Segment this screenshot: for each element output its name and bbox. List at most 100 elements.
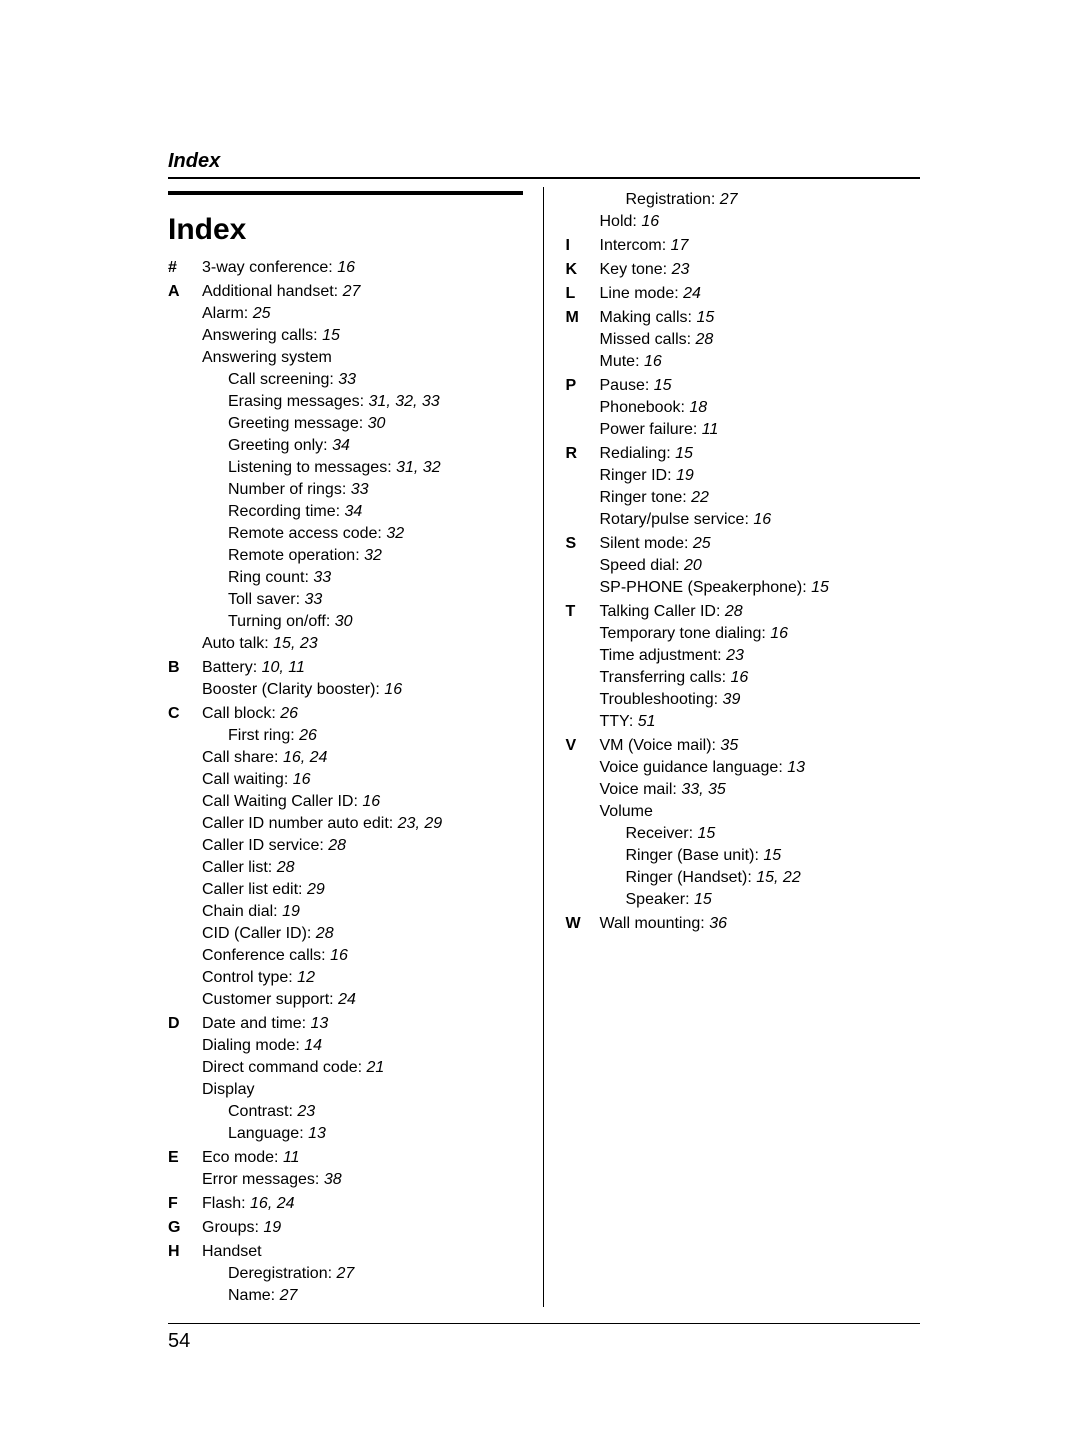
entry-topic: Wall mounting:: [600, 915, 705, 932]
index-entry: Rotary/pulse service: 16: [600, 509, 921, 531]
index-entry: Call screening: 33: [202, 369, 523, 391]
entry-topic: Name:: [228, 1287, 275, 1304]
entry-pages: 27: [337, 1265, 355, 1282]
entry-pages: 19: [263, 1219, 281, 1236]
entry-topic: Call block:: [202, 705, 276, 722]
index-entry: Temporary tone dialing: 16: [600, 623, 921, 645]
entry-topic: Power failure:: [600, 421, 698, 438]
entry-pages: 17: [671, 237, 689, 254]
index-entry: Direct command code: 21: [202, 1057, 523, 1079]
index-section: MMaking calls: 15Missed calls: 28Mute: 1…: [566, 307, 921, 373]
index-entry: Listening to messages: 31, 32: [202, 457, 523, 479]
entry-topic: Pause:: [600, 377, 650, 394]
entry-topic: Greeting message:: [228, 415, 363, 432]
entry-topic: Answering calls:: [202, 327, 318, 344]
entry-pages: 16: [293, 771, 311, 788]
entry-pages: 10, 11: [262, 659, 305, 676]
entry-topic: Transferring calls:: [600, 669, 727, 686]
index-entry: Call block: 26: [202, 703, 523, 725]
index-entry: Wall mounting: 36: [600, 913, 921, 935]
index-entry: Caller list: 28: [202, 857, 523, 879]
index-entry: Ring count: 33: [202, 567, 523, 589]
index-entry: Remote operation: 32: [202, 545, 523, 567]
index-entry: Auto talk: 15, 23: [202, 633, 523, 655]
section-letter: P: [566, 375, 600, 441]
entry-pages: 27: [280, 1287, 298, 1304]
index-entry: Alarm: 25: [202, 303, 523, 325]
entry-pages: 33: [304, 591, 322, 608]
entry-topic: Caller list:: [202, 859, 272, 876]
entry-pages: 30: [335, 613, 353, 630]
index-entry: TTY: 51: [600, 711, 921, 733]
entry-pages: 25: [253, 305, 271, 322]
entry-topic: SP-PHONE (Speakerphone):: [600, 579, 807, 596]
entry-pages: 38: [324, 1171, 342, 1188]
entry-topic: Flash:: [202, 1195, 246, 1212]
entry-topic: Greeting only:: [228, 437, 328, 454]
footer-rule: [168, 1323, 920, 1324]
index-section: WWall mounting: 36: [566, 913, 921, 935]
index-section: VVM (Voice mail): 35Voice guidance langu…: [566, 735, 921, 911]
entry-pages: 14: [304, 1037, 322, 1054]
left-column: Index #3-way conference: 16AAdditional h…: [168, 187, 543, 1307]
entry-topic: Ringer (Base unit):: [626, 847, 759, 864]
section-entries: Flash: 16, 24: [202, 1193, 523, 1215]
index-entry: Greeting only: 34: [202, 435, 523, 457]
entry-pages: 23, 29: [398, 815, 442, 832]
entry-topic: Toll saver:: [228, 591, 300, 608]
entry-topic: Error messages:: [202, 1171, 319, 1188]
index-section: TTalking Caller ID: 28Temporary tone dia…: [566, 601, 921, 733]
entry-pages: 18: [689, 399, 707, 416]
index-entry: Pause: 15: [600, 375, 921, 397]
entry-topic: Receiver:: [626, 825, 694, 842]
entry-pages: 12: [297, 969, 315, 986]
entry-pages: 28: [696, 331, 714, 348]
section-letter: K: [566, 259, 600, 281]
entry-topic: Key tone:: [600, 261, 668, 278]
section-entries: Intercom: 17: [600, 235, 921, 257]
entry-topic: Call screening:: [228, 371, 334, 388]
entry-topic: Remote access code:: [228, 525, 382, 542]
entry-topic: Volume: [600, 803, 653, 820]
section-entries: 3-way conference: 16: [202, 257, 523, 279]
entry-pages: 24: [683, 285, 701, 302]
index-section: Registration: 27Hold: 16: [566, 189, 921, 233]
entry-topic: Intercom:: [600, 237, 667, 254]
section-entries: Talking Caller ID: 28Temporary tone dial…: [600, 601, 921, 733]
entry-topic: Talking Caller ID:: [600, 603, 721, 620]
index-section: RRedialing: 15Ringer ID: 19Ringer tone: …: [566, 443, 921, 531]
index-section: BBattery: 10, 11Booster (Clarity booster…: [168, 657, 523, 701]
entry-pages: 16: [644, 353, 662, 370]
section-letter: #: [168, 257, 202, 279]
entry-pages: 24: [338, 991, 356, 1008]
section-entries: Date and time: 13Dialing mode: 14Direct …: [202, 1013, 523, 1145]
entry-topic: 3-way conference:: [202, 259, 333, 276]
entry-topic: Call waiting:: [202, 771, 288, 788]
entry-pages: 16: [337, 259, 355, 276]
entry-topic: Ringer (Handset):: [626, 869, 752, 886]
index-columns: Index #3-way conference: 16AAdditional h…: [168, 187, 920, 1307]
entry-pages: 28: [277, 859, 295, 876]
index-entry: Receiver: 15: [600, 823, 921, 845]
running-head: Index: [168, 150, 920, 173]
entry-topic: Handset: [202, 1243, 262, 1260]
index-entry: Control type: 12: [202, 967, 523, 989]
entry-topic: Time adjustment:: [600, 647, 722, 664]
section-letter: B: [168, 657, 202, 701]
entry-pages: 23: [297, 1103, 315, 1120]
entry-pages: 22: [691, 489, 709, 506]
section-letter: T: [566, 601, 600, 733]
entry-pages: 34: [332, 437, 350, 454]
index-entry: Contrast: 23: [202, 1101, 523, 1123]
index-section: SSilent mode: 25Speed dial: 20SP-PHONE (…: [566, 533, 921, 599]
entry-pages: 16: [384, 681, 402, 698]
entry-topic: CID (Caller ID):: [202, 925, 311, 942]
entry-pages: 39: [723, 691, 741, 708]
index-section: DDate and time: 13Dialing mode: 14Direct…: [168, 1013, 523, 1145]
index-entry: Caller ID number auto edit: 23, 29: [202, 813, 523, 835]
entry-topic: Ring count:: [228, 569, 309, 586]
entry-topic: Missed calls:: [600, 331, 692, 348]
entry-topic: Chain dial:: [202, 903, 278, 920]
index-entry: Toll saver: 33: [202, 589, 523, 611]
index-section: PPause: 15Phonebook: 18Power failure: 11: [566, 375, 921, 441]
